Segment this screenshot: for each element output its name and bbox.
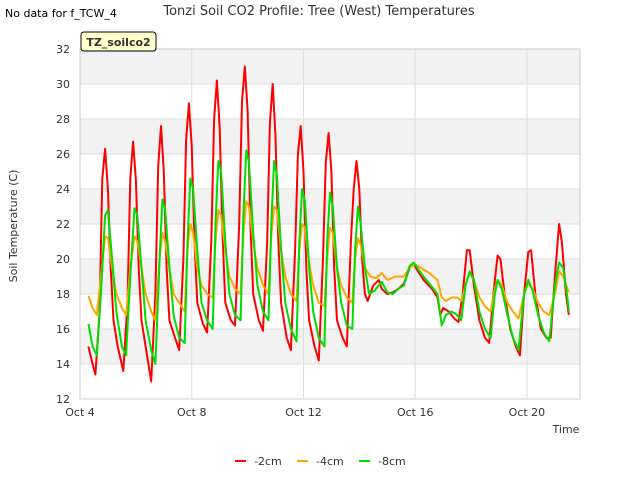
chart-title: Tonzi Soil CO2 Profile: Tree (West) Temp… [162, 4, 475, 19]
x-axis-label: Time [552, 423, 580, 436]
y-tick-label: 24 [56, 183, 70, 196]
legend-label: -4cm [316, 455, 344, 468]
y-tick-label: 14 [56, 358, 70, 371]
legend-label: -8cm [378, 455, 406, 468]
y-tick-label: 18 [56, 288, 70, 301]
site-label: TZ_soilco2 [86, 36, 150, 49]
site-label-box: TZ_soilco2 [80, 31, 157, 52]
series-line-8cmcm [87, 149, 570, 365]
series-line-4cmcm [87, 200, 570, 322]
legend-label: -2cm [254, 455, 282, 468]
series-line-2cmcm [87, 65, 570, 383]
x-tick-label: Oct 16 [397, 406, 434, 419]
x-tick-labels: Oct 4 Oct 8 Oct 12 Oct 16 Oct 20 [65, 406, 545, 419]
x-tick-label: Oct 4 [65, 406, 95, 419]
x-tick-label: Oct 20 [509, 406, 546, 419]
y-tick-label: 26 [56, 148, 70, 161]
plot-band [80, 49, 580, 84]
y-tick-label: 12 [56, 393, 70, 406]
no-data-note: No data for f_TCW_4 [5, 7, 117, 20]
legend: -2cm -4cm -8cm [235, 455, 406, 468]
y-tick-label: 22 [56, 218, 70, 231]
x-tick-label: Oct 8 [177, 406, 207, 419]
y-axis-label: Soil Temperature (C) [7, 170, 20, 283]
x-tick-label: Oct 12 [285, 406, 322, 419]
plot-band [80, 329, 580, 364]
y-tick-label: 28 [56, 113, 70, 126]
plot-frame [79, 48, 581, 400]
y-tick-label: 16 [56, 323, 70, 336]
y-tick-label: 30 [56, 78, 70, 91]
series-lines [87, 65, 570, 383]
y-tick-label: 20 [56, 253, 70, 266]
y-tick-labels: 12 14 16 18 20 22 24 26 28 30 32 [56, 43, 70, 406]
y-tick-label: 32 [56, 43, 70, 56]
